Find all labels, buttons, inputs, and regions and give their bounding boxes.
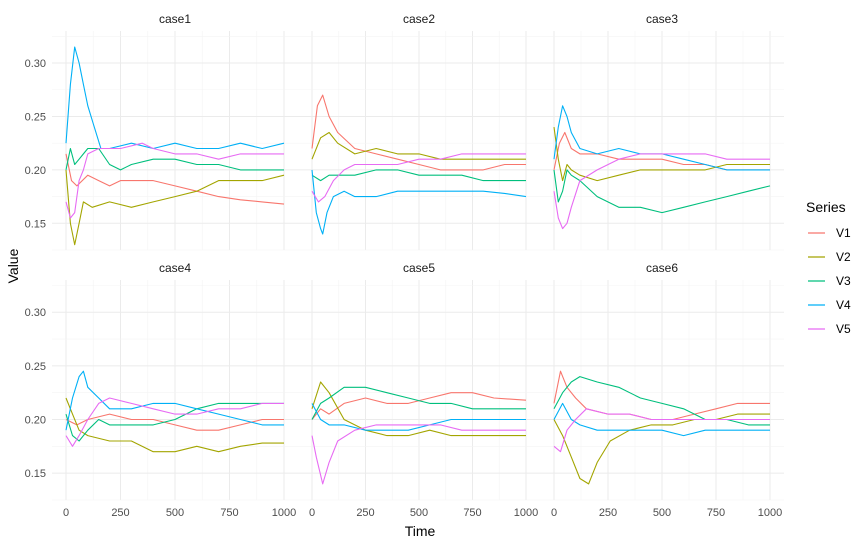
legend-title: Series [806, 199, 846, 215]
x-tick-label: 250 [599, 507, 617, 519]
panels-layer: case1 case2 case3 case4 case5 case6 [52, 12, 784, 501]
legend-label-v4: V4 [836, 298, 851, 312]
panel-title-case2: case2 [403, 12, 435, 26]
series-line-v4-case4 [65, 370, 284, 431]
series-line-v5-case1 [65, 142, 284, 219]
x-tick-label: 0 [551, 507, 557, 519]
legend-label-v1: V1 [836, 226, 851, 240]
x-tick-label: 0 [63, 507, 69, 519]
legend-label-v3: V3 [836, 274, 851, 288]
x-tick-label: 250 [111, 507, 129, 519]
x-tick-label: 500 [653, 507, 671, 519]
series-line-v1-case2 [311, 94, 526, 171]
y-tick-label: 0.15 [25, 468, 46, 480]
x-tick-label: 750 [463, 507, 481, 519]
series-line-v5-case6 [553, 408, 770, 453]
y-tick-label: 0.15 [25, 218, 46, 230]
panel-case6: case6 [540, 261, 784, 501]
series-line-v3-case5 [311, 386, 526, 420]
y-tick-label: 0.20 [25, 165, 46, 177]
y-tick-label: 0.25 [25, 111, 46, 123]
series-line-v3-case2 [311, 169, 526, 182]
series-line-v2-case1 [65, 169, 285, 246]
series-line-v5-case4 [65, 397, 284, 447]
series-line-v2-case3 [553, 127, 770, 182]
panel-title-case4: case4 [159, 261, 191, 275]
legend-label-v2: V2 [836, 250, 851, 264]
y-tick-label: 0.25 [25, 361, 46, 373]
panel-case5: case5 [298, 261, 540, 501]
panel-case4: case4 [52, 261, 298, 501]
series-line-v5-case5 [311, 424, 526, 485]
x-tick-label: 0 [309, 507, 315, 519]
x-tick-label: 250 [356, 507, 374, 519]
series-line-v5-case2 [311, 153, 526, 203]
panel-title-case3: case3 [646, 12, 678, 26]
series-line-v5-case3 [553, 153, 770, 230]
legend: Series V1 V2 V3 V4 V5 [806, 199, 851, 336]
panel-case1: case1 [52, 12, 298, 251]
series-line-v4-case3 [553, 105, 770, 171]
y-tick-label: 0.30 [25, 307, 46, 319]
series-line-v2-case2 [311, 131, 526, 160]
y-tick-label: 0.30 [25, 58, 46, 70]
series-line-v4-case5 [311, 403, 526, 431]
series-line-v1-case5 [311, 392, 527, 420]
x-tick-label: 1000 [272, 507, 296, 519]
x-tick-label: 500 [166, 507, 184, 519]
panel-title-case1: case1 [159, 12, 191, 26]
legend-label-v5: V5 [836, 322, 851, 336]
series-line-v4-case2 [311, 169, 527, 235]
series-line-v2-case5 [311, 381, 526, 437]
panel-title-case5: case5 [403, 261, 435, 275]
series-line-v3-case1 [65, 147, 284, 171]
x-axis-title: Time [405, 523, 436, 539]
panel-case3: case3 [540, 12, 784, 251]
x-tick-label: 750 [707, 507, 725, 519]
x-tick-label: 750 [220, 507, 238, 519]
x-tick-label: 1000 [514, 507, 538, 519]
axes-layer: 0.15 0.20 0.25 0.30 0 250 500 750 1000 0.15 0.20 0.… [25, 58, 783, 519]
x-tick-label: 500 [410, 507, 428, 519]
y-axis-title: Value [5, 248, 21, 283]
panel-case2: case2 [298, 12, 540, 251]
x-tick-label: 1000 [758, 507, 782, 519]
y-tick-label: 0.20 [25, 415, 46, 427]
panel-title-case6: case6 [646, 261, 678, 275]
series-line-v3-case4 [65, 402, 284, 442]
series-line-v2-case4 [65, 397, 284, 453]
series-line-v3-case3 [553, 169, 771, 214]
series-line-v4-case6 [553, 402, 770, 437]
